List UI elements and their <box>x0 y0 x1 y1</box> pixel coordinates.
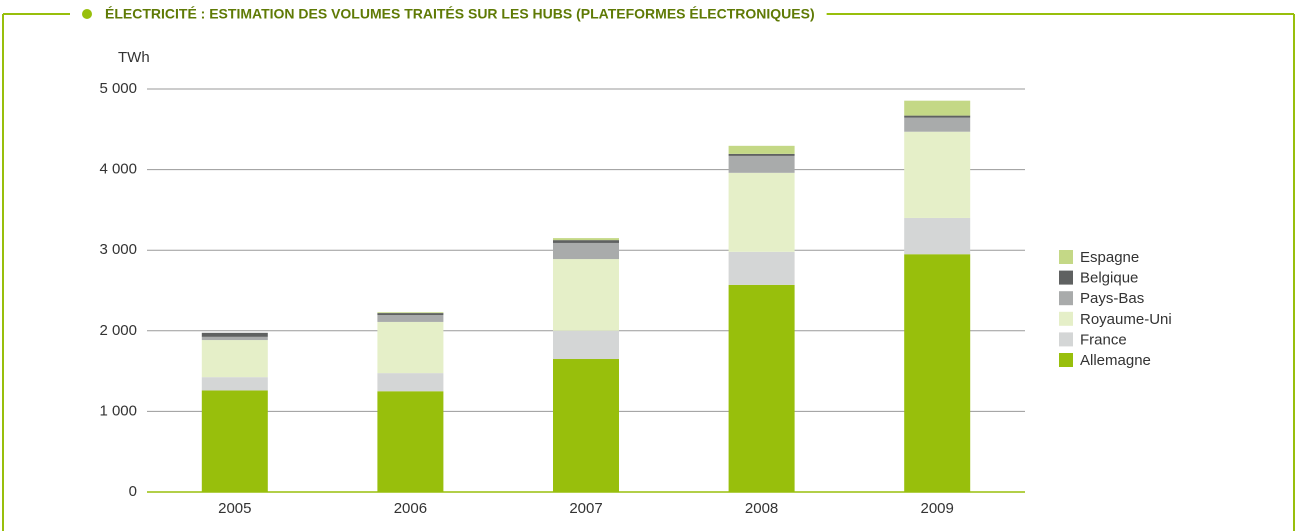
bar-segment <box>377 315 444 322</box>
y-tick-label: 3 000 <box>99 241 137 258</box>
bar-segment <box>728 155 795 173</box>
bar-segment <box>728 251 795 285</box>
bar-segment <box>904 217 971 255</box>
legend-label: Belgique <box>1080 270 1138 287</box>
x-tick-label: 2009 <box>921 500 954 517</box>
bar-segment <box>728 172 795 252</box>
legend-swatch <box>1059 311 1073 326</box>
legend-label: Pays-Bas <box>1080 290 1144 307</box>
bar-segment <box>377 313 444 316</box>
bar-segment <box>728 145 795 154</box>
x-tick-label: 2008 <box>745 500 778 517</box>
bar-segment <box>201 336 268 341</box>
bar-segment <box>377 373 444 392</box>
legend-swatch <box>1059 332 1073 347</box>
bar-segment <box>904 115 971 118</box>
legend-swatch <box>1059 353 1073 367</box>
y-tick-label: 4 000 <box>99 161 137 178</box>
bar-segment <box>553 359 619 492</box>
legend-swatch <box>1059 270 1073 285</box>
bar-segment <box>728 284 795 492</box>
bar-segment <box>201 340 268 378</box>
bar-segment <box>377 312 444 314</box>
chart-title: ÉLECTRICITÉ : ESTIMATION DES VOLUMES TRA… <box>105 6 815 22</box>
legend-label: France <box>1080 331 1127 348</box>
legend-label: Allemagne <box>1080 352 1151 369</box>
bar-segment <box>904 100 971 116</box>
bar-segment <box>553 238 619 241</box>
bar-segment <box>201 332 268 337</box>
title-background <box>70 2 827 26</box>
y-tick-label: 2 000 <box>99 322 137 339</box>
bar-segment <box>377 391 444 492</box>
bar-segment <box>904 254 971 492</box>
x-tick-label: 2007 <box>569 500 602 517</box>
bar-segment <box>377 321 444 374</box>
bar-segment <box>904 131 971 218</box>
bar-segment <box>201 377 268 391</box>
legend-swatch <box>1059 250 1073 264</box>
bar-segment <box>728 153 795 156</box>
y-axis-label: TWh <box>118 49 150 66</box>
title-dot <box>82 9 92 19</box>
bar-segment <box>201 390 268 492</box>
y-tick-label: 0 <box>129 483 137 500</box>
x-tick-label: 2006 <box>394 500 427 517</box>
bar-segment <box>553 330 619 360</box>
bar-segment <box>553 242 619 260</box>
x-tick-label: 2005 <box>218 500 251 517</box>
bar-segment <box>904 117 971 132</box>
y-tick-label: 1 000 <box>99 402 137 419</box>
legend-label: Espagne <box>1080 249 1139 266</box>
legend-swatch <box>1059 291 1073 306</box>
bar-segment <box>553 240 619 243</box>
y-tick-label: 5 000 <box>99 80 137 97</box>
legend-label: Royaume-Uni <box>1080 311 1172 328</box>
bar-segment <box>553 259 619 331</box>
